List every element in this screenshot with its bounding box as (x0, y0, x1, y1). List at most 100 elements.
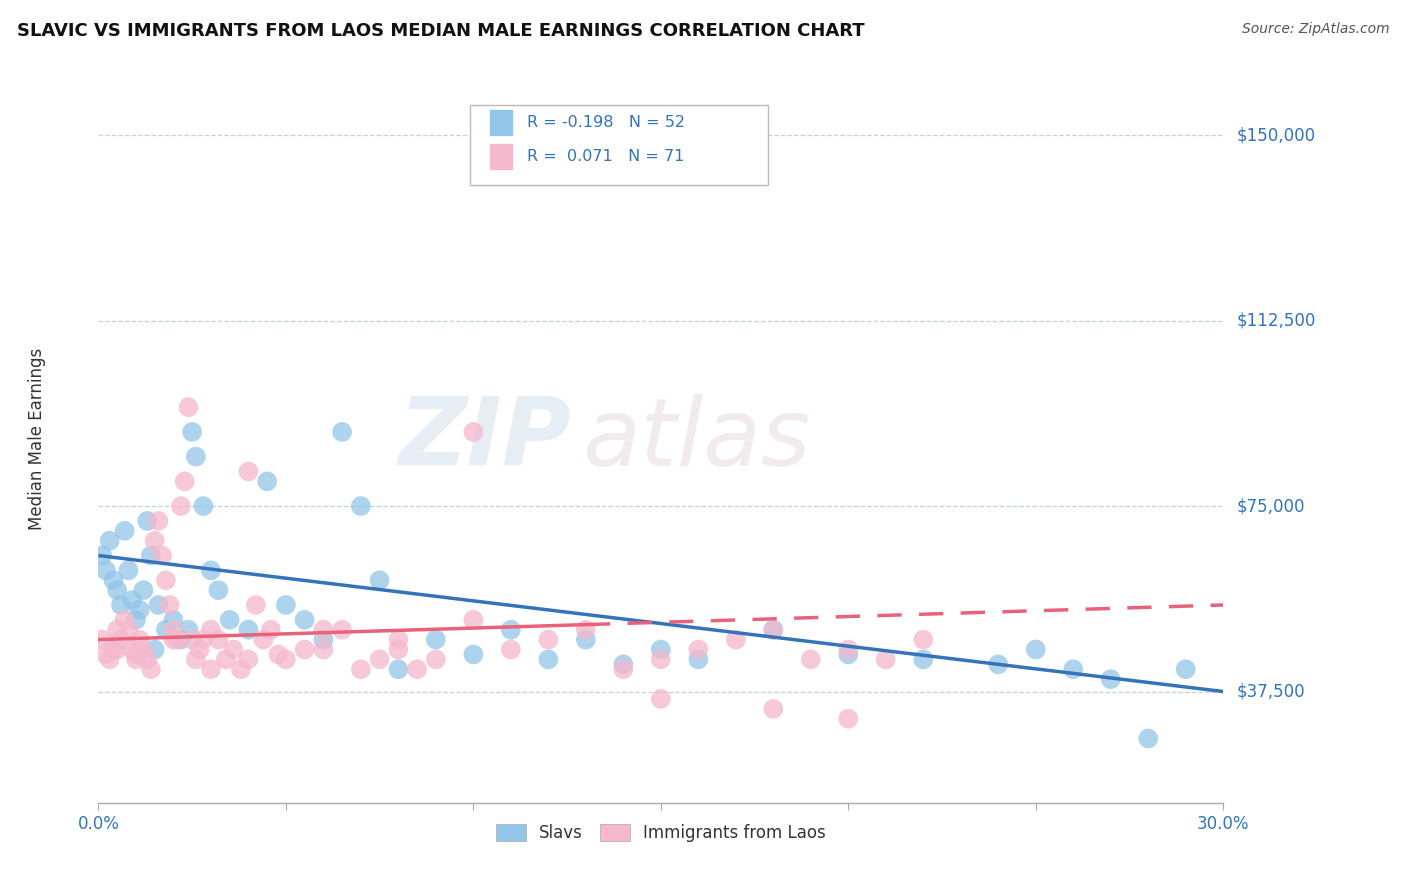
Point (987, 657, 1010, 672)
Point (350, 499, 373, 513)
Text: SLAVIC VS IMMIGRANTS FROM LAOS MEDIAN MALE EARNINGS CORRELATION CHART: SLAVIC VS IMMIGRANTS FROM LAOS MEDIAN MA… (17, 22, 865, 40)
Point (312, 642, 335, 657)
Point (162, 632, 184, 647)
Point (103, 642, 125, 657)
Point (177, 400, 200, 414)
Point (125, 613, 148, 627)
Point (387, 642, 409, 657)
Point (91, 549, 114, 563)
Point (121, 593, 143, 607)
Point (139, 662, 162, 676)
Point (762, 702, 785, 716)
Point (837, 642, 859, 657)
Point (274, 598, 297, 612)
Point (207, 583, 229, 598)
Point (274, 652, 297, 666)
Point (837, 712, 859, 726)
Point (125, 648, 148, 662)
Text: $75,000: $75,000 (1237, 497, 1305, 515)
Point (159, 598, 181, 612)
Point (170, 632, 193, 647)
Point (312, 632, 335, 647)
Point (125, 652, 148, 666)
Point (155, 623, 177, 637)
Text: R =  0.071   N = 71: R = 0.071 N = 71 (527, 149, 685, 164)
Point (94, 563, 117, 577)
Point (110, 632, 132, 647)
Point (245, 598, 267, 612)
Point (575, 632, 598, 647)
Point (238, 652, 260, 666)
Point (218, 613, 240, 627)
Point (406, 662, 429, 676)
Point (499, 642, 522, 657)
Point (170, 499, 193, 513)
Point (94, 648, 117, 662)
Text: $37,500: $37,500 (1237, 682, 1305, 700)
Point (207, 632, 229, 647)
Point (229, 662, 252, 676)
Point (260, 623, 283, 637)
Point (762, 623, 785, 637)
Point (837, 648, 859, 662)
Point (117, 563, 139, 577)
Point (105, 642, 128, 657)
Point (267, 648, 290, 662)
Point (387, 662, 409, 676)
Point (575, 623, 598, 637)
Point (143, 642, 166, 657)
Point (128, 603, 150, 617)
Point (1099, 672, 1122, 686)
Point (150, 549, 173, 563)
Point (912, 632, 935, 647)
Point (105, 583, 128, 598)
Point (1137, 731, 1160, 746)
Point (425, 632, 447, 647)
Point (188, 642, 211, 657)
Point (463, 648, 485, 662)
Point (128, 632, 150, 647)
Point (650, 692, 672, 706)
Point (91, 632, 114, 647)
Point (148, 598, 170, 612)
Point (193, 499, 215, 513)
Text: $150,000: $150,000 (1237, 126, 1316, 145)
Point (1025, 642, 1047, 657)
Point (193, 632, 215, 647)
Point (121, 642, 143, 657)
Text: atlas: atlas (582, 393, 810, 485)
Text: $112,500: $112,500 (1237, 311, 1316, 330)
Point (537, 632, 560, 647)
Text: Median Male Earnings: Median Male Earnings (28, 348, 45, 531)
Point (762, 623, 785, 637)
Point (612, 662, 634, 676)
Point (368, 652, 391, 666)
Point (136, 514, 159, 528)
Point (330, 623, 353, 637)
Point (132, 583, 155, 598)
Point (650, 642, 672, 657)
Point (98, 533, 121, 548)
Point (650, 652, 672, 666)
Point (139, 549, 162, 563)
Point (173, 475, 195, 489)
Point (132, 642, 155, 657)
Text: ZIP: ZIP (398, 393, 571, 485)
Point (312, 623, 335, 637)
Point (200, 623, 222, 637)
Point (252, 632, 274, 647)
Point (184, 652, 207, 666)
Point (238, 623, 260, 637)
Text: R = -0.198   N = 52: R = -0.198 N = 52 (527, 115, 685, 130)
Point (387, 632, 409, 647)
Point (612, 657, 634, 672)
Point (162, 613, 184, 627)
Point (184, 450, 207, 464)
Point (114, 613, 136, 627)
Point (181, 632, 204, 647)
Point (294, 642, 316, 657)
Point (875, 652, 897, 666)
Point (688, 642, 710, 657)
Point (143, 533, 166, 548)
FancyBboxPatch shape (489, 143, 513, 170)
